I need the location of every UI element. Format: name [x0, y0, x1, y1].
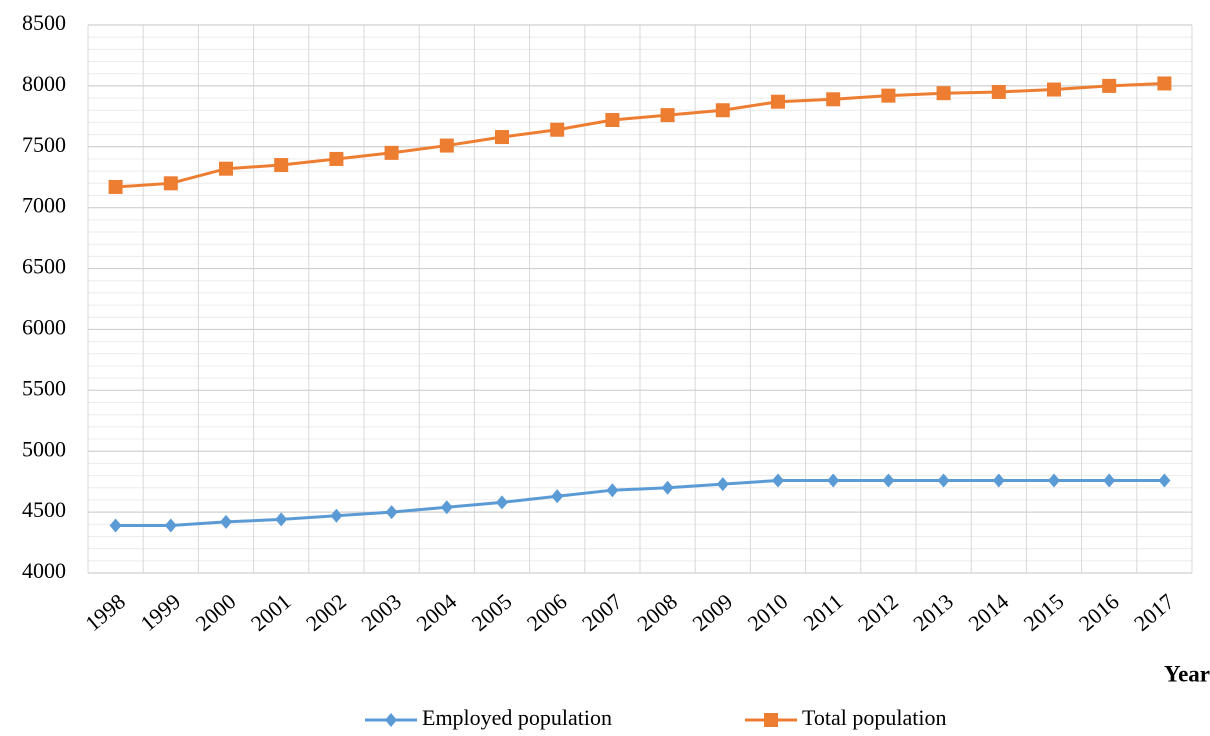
marker — [991, 84, 1006, 99]
y-tick-label: 4000 — [22, 558, 66, 583]
marker — [660, 108, 675, 123]
marker — [992, 473, 1005, 488]
marker — [164, 518, 177, 533]
marker — [496, 495, 508, 510]
marker — [605, 112, 620, 127]
x-tick-label: 2006 — [522, 589, 572, 636]
x-tick-label: 2004 — [411, 589, 461, 636]
marker — [882, 473, 895, 488]
marker — [440, 500, 453, 515]
y-tick-label: 8500 — [22, 10, 66, 35]
marker — [330, 508, 343, 523]
marker — [715, 103, 730, 118]
marker — [384, 145, 399, 160]
x-tick-label: 2001 — [246, 589, 296, 636]
y-tick-label: 7000 — [22, 193, 66, 218]
y-tick-label: 8000 — [22, 71, 66, 96]
marker — [1048, 473, 1060, 488]
marker — [936, 86, 951, 101]
marker — [274, 158, 289, 173]
x-tick-label: 2014 — [963, 589, 1013, 636]
marker — [1047, 82, 1061, 97]
y-tick-label: 4500 — [22, 497, 66, 522]
y-tick-label: 6500 — [22, 254, 66, 279]
marker — [385, 505, 398, 520]
marker — [551, 489, 564, 504]
x-tick-label: 2005 — [467, 589, 517, 636]
marker — [220, 514, 232, 529]
x-tick-label: 1999 — [135, 589, 185, 636]
marker — [329, 151, 344, 166]
x-tick-label: 2007 — [577, 589, 627, 636]
legend-label: Employed population — [422, 705, 612, 730]
line — [115, 478, 1165, 528]
marker — [606, 483, 619, 498]
marker — [275, 512, 288, 527]
marker — [764, 713, 778, 727]
line — [115, 81, 1165, 189]
marker — [550, 122, 565, 137]
marker — [1158, 473, 1171, 488]
y-tick-label: 7500 — [22, 132, 66, 157]
x-tick-label: 1998 — [80, 589, 130, 636]
marker — [219, 161, 233, 176]
x-tick-label: 2008 — [632, 589, 682, 636]
marker — [716, 477, 729, 492]
marker — [827, 473, 840, 488]
x-tick-label: 2013 — [908, 589, 958, 636]
x-tick-label: 2003 — [356, 589, 406, 636]
marker — [881, 88, 896, 103]
x-tick-label: 2002 — [301, 589, 351, 636]
x-tick-label: 2016 — [1074, 589, 1124, 636]
marker — [109, 518, 122, 533]
marker — [385, 713, 397, 727]
marker — [772, 473, 784, 488]
marker — [1157, 76, 1172, 91]
marker — [495, 130, 509, 145]
marker — [108, 179, 123, 194]
x-tick-label: 2011 — [799, 589, 848, 636]
x-tick-label: 2010 — [743, 589, 793, 636]
marker — [661, 480, 674, 495]
y-tick-label: 6000 — [22, 314, 66, 339]
marker — [1103, 473, 1116, 488]
marker — [771, 94, 785, 109]
marker — [439, 138, 454, 153]
y-tick-label: 5000 — [22, 436, 66, 461]
marker — [937, 473, 950, 488]
x-tick-label: 2015 — [1019, 589, 1069, 636]
x-tick-label: 2017 — [1129, 589, 1179, 636]
x-tick-label: 2000 — [191, 589, 241, 636]
x-tick-label: 2012 — [853, 589, 903, 636]
marker — [163, 176, 178, 191]
marker — [1102, 78, 1117, 93]
y-tick-label: 5500 — [22, 375, 66, 400]
legend-label: Total population — [802, 705, 947, 730]
x-tick-label: 2009 — [687, 589, 737, 636]
x-axis-label: Year — [1164, 661, 1210, 686]
marker — [826, 92, 841, 107]
